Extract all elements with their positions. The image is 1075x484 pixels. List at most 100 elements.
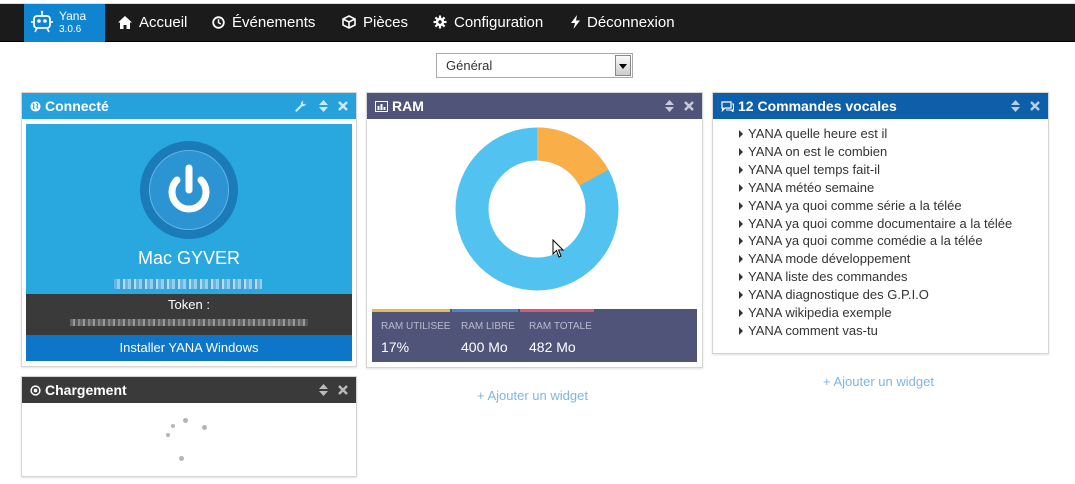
stat-used-label: RAM UTILISEE (381, 321, 451, 332)
list-item: YANA wikipedia exemple (739, 304, 1012, 322)
caret-right-icon (739, 291, 743, 300)
caret-right-icon (739, 183, 743, 192)
cube-icon (342, 15, 356, 29)
widget-ram: RAM RAM UTILISEE 17% RAM LIBRE 400 Mo RA… (366, 92, 703, 368)
move-vertical-icon[interactable] (1008, 93, 1022, 119)
stat-ram-used: RAM UTILISEE 17% (372, 309, 452, 362)
stat-total-value: 482 Mo (529, 339, 576, 355)
move-vertical-icon[interactable] (316, 377, 330, 403)
caret-right-icon (739, 237, 743, 246)
list-item: YANA quelle heure est il (739, 125, 1012, 143)
close-icon[interactable] (1028, 93, 1042, 119)
add-widget-link-column-2[interactable]: + Ajouter un widget (477, 388, 588, 403)
command-text: YANA ya quoi comme documentaire a la tél… (748, 215, 1013, 231)
widget-ram-title: RAM (392, 98, 424, 114)
ram-stats-bar: RAM UTILISEE 17% RAM LIBRE 400 Mo RAM TO… (372, 309, 697, 362)
list-item: YANA ya quoi comme documentaire a la tél… (739, 215, 1012, 233)
stat-free-label: RAM LIBRE (461, 321, 515, 332)
stat-total-label: RAM TOTALE (529, 321, 592, 332)
clock-icon (212, 16, 225, 29)
add-widget-link-column-3[interactable]: + Ajouter un widget (823, 374, 934, 389)
token-box: Token : (26, 294, 352, 335)
ram-donut-chart (455, 127, 619, 291)
close-icon[interactable] (336, 377, 350, 403)
widget-loading: Chargement (21, 376, 357, 477)
nav-deconnexion-label: Déconnexion (587, 14, 675, 31)
widget-voice-header[interactable]: 12 Commandes vocales (713, 93, 1048, 119)
widget-ram-header[interactable]: RAM (367, 93, 702, 119)
nav-pieces-label: Pièces (363, 14, 409, 31)
window-top-strip (0, 0, 1075, 4)
dashboard-select-value: Général (446, 58, 493, 73)
command-text: YANA quelle heure est il (748, 126, 888, 141)
widget-connected: Connecté Mac GYVER Token : Installer YAN… (21, 92, 357, 367)
comments-icon (721, 101, 735, 113)
nav-pieces[interactable]: Pièces (342, 4, 408, 42)
stat-used-value: 17% (381, 339, 410, 355)
nav-evenements-label: Événements (232, 14, 316, 31)
nav-configuration[interactable]: Configuration (433, 4, 543, 42)
list-item: YANA mode développement (739, 250, 1012, 268)
dashboard-select[interactable]: Général (436, 53, 633, 78)
globe-icon (30, 101, 41, 112)
stat-free-value: 400 Mo (461, 339, 508, 355)
list-item: YANA on est le combien (739, 143, 1012, 161)
nav-accueil[interactable]: Accueil (118, 4, 187, 42)
command-text: YANA mode développement (748, 251, 911, 267)
chevron-down-icon[interactable] (615, 55, 631, 76)
widget-connected-title: Connecté (45, 98, 109, 114)
command-text: YANA ya quoi comme comédie a la télée (748, 233, 983, 249)
command-text: YANA wikipedia exemple (748, 305, 892, 321)
close-icon[interactable] (682, 93, 696, 119)
close-icon[interactable] (336, 93, 350, 119)
voice-command-list: YANA quelle heure est il YANA on est le … (739, 125, 1012, 340)
power-icon[interactable] (140, 141, 238, 239)
install-yana-windows-button[interactable]: Installer YANA Windows (26, 335, 352, 361)
user-email-redacted (114, 279, 262, 289)
target-icon (30, 385, 41, 396)
list-item: YANA ya quoi comme série a la télée (739, 197, 1012, 215)
token-label: Token : (168, 297, 210, 312)
ram-used-segment (536, 127, 609, 187)
widget-loading-header[interactable]: Chargement (22, 377, 356, 403)
brand-logo[interactable]: Yana 3.0.6 (24, 4, 105, 42)
app-version: 3.0.6 (59, 24, 82, 35)
list-item: YANA météo semaine (739, 179, 1012, 197)
list-item: YANA ya quoi comme comédie a la télée (739, 232, 1012, 250)
wrench-icon[interactable] (293, 93, 307, 119)
profile-card: Mac GYVER (26, 124, 352, 294)
stat-used-color-bar (372, 309, 450, 312)
bar-chart-icon (375, 101, 388, 112)
top-navbar: Yana 3.0.6 Accueil Événements Pièces Con… (0, 4, 1075, 42)
stat-ram-total: RAM TOTALE 482 Mo (520, 309, 596, 362)
list-item: YANA diagnostique des G.P.I.O (739, 286, 1012, 304)
list-item: YANA quel temps fait-il (739, 161, 1012, 179)
mouse-cursor-icon (552, 239, 565, 258)
move-vertical-icon[interactable] (316, 93, 330, 119)
widget-voice-title: 12 Commandes vocales (738, 98, 897, 114)
caret-right-icon (739, 165, 743, 174)
home-icon (118, 16, 132, 29)
token-value-redacted (70, 319, 308, 326)
caret-right-icon (739, 255, 743, 264)
command-text: YANA météo semaine (748, 179, 875, 195)
command-text: YANA quel temps fait-il (748, 161, 880, 177)
move-vertical-icon[interactable] (662, 93, 676, 119)
list-item: YANA comment vas-tu (739, 322, 1012, 340)
user-name: Mac GYVER (137, 248, 241, 268)
gear-icon (433, 15, 447, 29)
nav-evenements[interactable]: Événements (212, 4, 315, 42)
list-item: YANA liste des commandes (739, 268, 1012, 286)
bolt-icon (571, 15, 580, 29)
widget-voice-commands: 12 Commandes vocales YANA quelle heure e… (712, 92, 1049, 354)
robot-logo-icon (31, 10, 53, 33)
command-text: YANA comment vas-tu (748, 322, 878, 338)
caret-right-icon (739, 309, 743, 318)
caret-right-icon (739, 219, 743, 228)
widget-loading-title: Chargement (45, 382, 127, 398)
nav-configuration-label: Configuration (454, 14, 544, 31)
stat-total-color-bar (520, 309, 594, 312)
caret-right-icon (739, 130, 743, 138)
stat-free-color-bar (452, 309, 518, 312)
nav-deconnexion[interactable]: Déconnexion (571, 4, 675, 42)
